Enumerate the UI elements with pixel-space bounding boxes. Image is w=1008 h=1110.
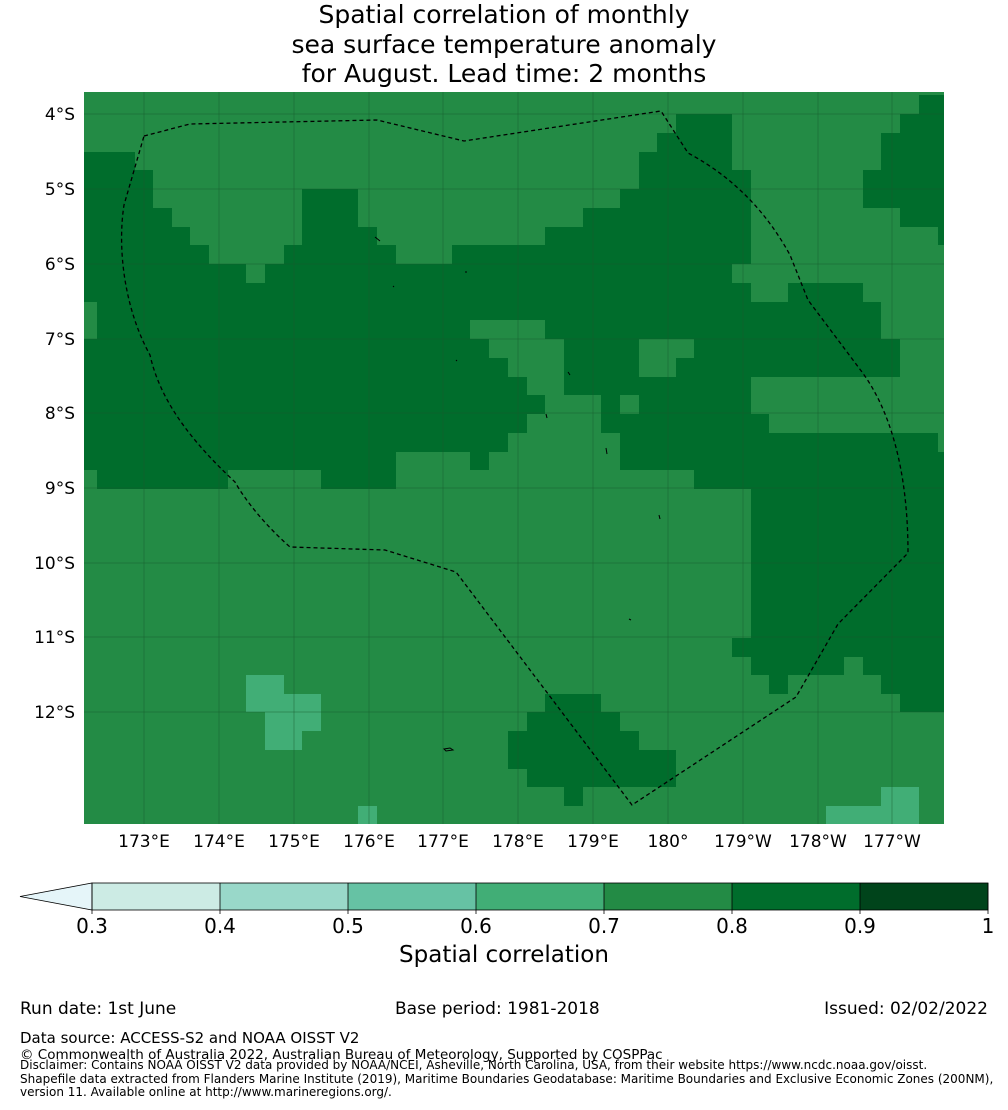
- lat-label: 5°S: [45, 180, 75, 200]
- region-0.6-0.7: [826, 787, 919, 824]
- colorbar-tick-label: 0.6: [460, 914, 492, 938]
- region-0.6-0.7: [358, 806, 377, 824]
- data-source: Data source: ACCESS-S2 and NOAA OISST V2: [20, 1029, 360, 1047]
- lon-label: 175°E: [268, 832, 320, 852]
- disclaimer-line-2: Shapefile data extracted from Flanders M…: [20, 1071, 994, 1086]
- island: [605, 447, 608, 455]
- title-line-3: for August. Lead time: 2 months: [301, 59, 707, 88]
- colorbar-ticks: 0.3 0.4 0.5 0.6 0.7 0.8 0.9 1: [76, 883, 994, 938]
- disclaimer-line-1: Disclaimer: Contains NOAA OISST V2 data …: [20, 1058, 928, 1072]
- colorbar-tick-label: 0.8: [716, 914, 748, 938]
- region-0.8-0.9: [508, 694, 676, 806]
- island: [442, 747, 455, 752]
- base-period: Base period: 1981-2018: [395, 999, 600, 1019]
- lon-label: 176°E: [343, 832, 395, 852]
- colorbar-segment: [732, 883, 860, 910]
- lat-label: 11°S: [34, 628, 75, 648]
- colorbar-tick-label: 1: [982, 914, 995, 938]
- lat-label: 10°S: [34, 554, 75, 574]
- lat-label: 4°S: [45, 105, 75, 125]
- title-line-1: Spatial correlation of monthly: [318, 0, 690, 29]
- colorbar-extend-arrow: [19, 882, 93, 911]
- lat-label: 6°S: [45, 255, 75, 275]
- colorbar-segment: [476, 883, 604, 910]
- lat-label: 7°S: [45, 330, 75, 350]
- colorbar-segment: [604, 883, 732, 910]
- island: [545, 413, 548, 419]
- colorbar-segments: [19, 882, 989, 911]
- map-title: Spatial correlation of monthly sea surfa…: [0, 0, 1008, 89]
- island: [392, 285, 395, 288]
- title-line-2: sea surface temperature anomaly: [291, 29, 717, 59]
- region-0.6-0.7: [246, 675, 321, 750]
- colorbar-tick-label: 0.5: [332, 914, 364, 938]
- island: [374, 236, 381, 242]
- lon-label: 178°W: [789, 832, 847, 852]
- colorbar-segment: [860, 883, 988, 910]
- island: [567, 371, 571, 376]
- lon-label: 179°E: [567, 832, 619, 852]
- lon-label: 178°E: [492, 832, 544, 852]
- issued-date: Issued: 02/02/2022: [824, 999, 988, 1019]
- disclaimer: Disclaimer: Contains NOAA OISST V2 data …: [20, 1058, 1008, 1100]
- island: [628, 618, 632, 621]
- colorbar-label: Spatial correlation: [399, 942, 609, 968]
- region-0.7-0.8: [620, 395, 639, 414]
- correlation-map: 4°S 5°S 6°S 7°S 8°S 9°S 10°S 11°S 12°S 173°E 174°…: [34, 92, 944, 852]
- colorbar-tick-label: 0.9: [844, 914, 876, 938]
- region-0.8-0.9: [863, 95, 944, 245]
- lon-label: 173°E: [118, 832, 170, 852]
- colorbar-tick-label: 0.4: [204, 914, 236, 938]
- map-field: [84, 92, 944, 824]
- eez-boundary: [120, 110, 909, 806]
- copyright: © Commonwealth of Australia 2022, Austra…: [20, 1047, 663, 1063]
- run-date: Run date: 1st June: [20, 999, 177, 1019]
- island: [455, 359, 458, 362]
- lon-label: 177°E: [417, 832, 469, 852]
- lon-label: 174°E: [193, 832, 245, 852]
- longitude-labels: 173°E 174°E 175°E 176°E 177°E 178°E 179°E 180° 1…: [118, 832, 921, 852]
- lat-label: 12°S: [34, 703, 75, 723]
- lon-label: 177°W: [863, 832, 921, 852]
- islands: [374, 236, 661, 752]
- lon-label: 179°W: [714, 832, 772, 852]
- colorbar-segment: [92, 883, 220, 910]
- colorbar-tick-label: 0.3: [76, 914, 108, 938]
- lon-label: 180°: [648, 832, 689, 852]
- region-0.7-0.8: [246, 264, 265, 283]
- colorbar-segment: [348, 883, 476, 910]
- colorbar-tick-label: 0.7: [588, 914, 620, 938]
- lat-label: 8°S: [45, 404, 75, 424]
- map-gridlines: [84, 92, 944, 824]
- lat-label: 9°S: [45, 479, 75, 499]
- latitude-labels: 4°S 5°S 6°S 7°S 8°S 9°S 10°S 11°S 12°S: [34, 105, 75, 723]
- colorbar-segment: [220, 883, 348, 910]
- colorbar: 0.3 0.4 0.5 0.6 0.7 0.8 0.9 1: [19, 882, 994, 938]
- region-0.7-0.8: [84, 302, 97, 339]
- disclaimer-line-3: version 11. Available online at http://w…: [20, 1085, 392, 1099]
- island: [658, 514, 661, 520]
- region-0.7-0.8: [639, 339, 694, 377]
